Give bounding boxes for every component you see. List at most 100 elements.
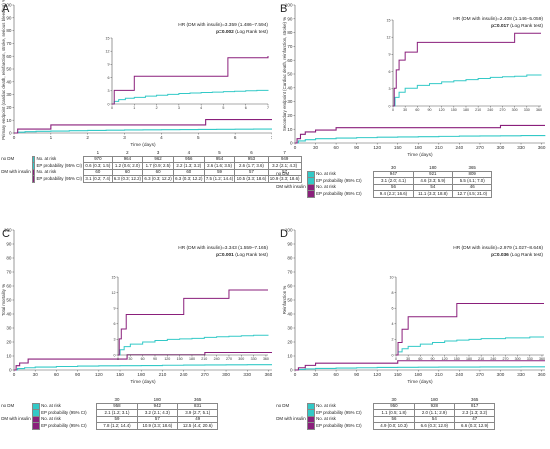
risk-table-group: no DM <box>1 403 15 409</box>
risk-table-time-header: 180 <box>429 164 437 170</box>
risk-table-color-swatch <box>306 422 315 430</box>
risk-table-cell: 950 <box>373 402 415 411</box>
risk-table-cell: 958 <box>96 402 138 411</box>
inset-y-tick-label: 4 <box>392 322 394 326</box>
main-x-tick-label: 180 <box>414 145 422 150</box>
risk-table-cell: 2.2 (1.3; 3.2) <box>172 162 205 170</box>
main-x-tick-label: 300 <box>222 372 230 377</box>
risk-table-group <box>275 410 307 417</box>
risk-table-measure: No. at risk <box>41 416 61 422</box>
p-value-text: p=0.001 (Log Rank test) <box>216 252 268 258</box>
risk-table-cell: 2.6 (1.6; 3.5) <box>203 162 236 170</box>
inset-x-tick-label: 7 <box>267 106 269 110</box>
risk-table-group: DM with insulin <box>276 416 306 422</box>
risk-table-measure: No. at risk <box>316 416 336 422</box>
risk-table-cell: 809 <box>452 170 493 179</box>
main-y-tick-label: 40 <box>287 312 293 317</box>
inset-x-tick-label: 240 <box>214 357 220 361</box>
main-x-tick-label: 300 <box>497 372 505 377</box>
inset-x-tick-label: 150 <box>451 108 457 112</box>
inset-y-tick-label: 15 <box>112 275 116 279</box>
main-x-tick-label: 60 <box>334 372 340 377</box>
risk-table-group <box>0 423 32 430</box>
inset-x-tick-label: 4 <box>200 106 202 110</box>
risk-table-cell: 10.5 (3.3; 18.6) <box>234 175 269 183</box>
main-y-tick-label: 60 <box>6 284 12 289</box>
risk-table-measure: EP probability (95% CI) <box>316 190 362 196</box>
risk-table-group: no DM <box>276 171 290 177</box>
y-axis-label: Total mortality % <box>1 284 6 316</box>
inset-series-dm-insulin <box>118 289 268 356</box>
risk-table-time-header: 7 <box>283 149 286 155</box>
risk-table-measure: EP probability (95% CI) <box>41 409 87 415</box>
main-x-tick-label: 0 <box>13 135 16 140</box>
risk-table-cell: 953 <box>234 155 269 164</box>
main-x-tick-label: 240 <box>456 372 464 377</box>
risk-table-time-header: 365 <box>471 396 479 402</box>
risk-table-measure: EP probability (95% CI) <box>316 422 362 428</box>
inset-x-tick-label: 30 <box>403 108 407 112</box>
main-x-tick-label: 210 <box>435 372 443 377</box>
risk-table-row: EP probability (95% CI) 0.6 (0.3; 1.5) 1.2… <box>0 162 302 170</box>
hazard-ratio-text: HR (DM with insulin)=3.343 (1.559–7.165) <box>178 245 268 251</box>
risk-table-measure: No. at risk <box>316 403 336 409</box>
risk-table-measure: No. at risk <box>316 171 336 177</box>
inset-x-tick-label: 240 <box>490 357 496 361</box>
inset-x-tick-label: 330 <box>527 357 533 361</box>
risk-table-cell: 956 <box>172 155 205 164</box>
risk-table-color-swatch <box>31 402 40 411</box>
main-x-tick-label: 120 <box>373 372 381 377</box>
main-x-tick-label: 360 <box>265 372 272 377</box>
main-series-dm-insulin <box>14 119 272 134</box>
main-axes: 0 30 60 90 120 150 180 210 240 270 300 330 360010203… <box>4 228 272 377</box>
main-y-tick-label: 70 <box>6 270 12 275</box>
risk-table-cell: 11.1 (3.3; 18.8) <box>412 190 454 198</box>
main-x-tick-label: 270 <box>476 145 484 150</box>
risk-table-row: EP probability (95% CI) 4.9 (0.0; 10.3) 6.… <box>275 422 496 430</box>
risk-table-row: DM with insulin No. at risk 59 57 49 <box>0 415 219 424</box>
risk-table-color-swatch <box>306 170 315 179</box>
inset-y-tick-label: 9 <box>108 63 110 67</box>
risk-table-cell: 60 <box>172 168 205 177</box>
main-y-tick-label: 90 <box>287 16 293 21</box>
main-x-tick-label: 300 <box>497 145 505 150</box>
risk-table-time-header: 365 <box>194 396 202 402</box>
risk-table-cell: 2.6 (1.7; 3.6) <box>234 162 269 170</box>
inset-x-tick-label: 150 <box>454 357 460 361</box>
main-y-tick-label: 90 <box>6 15 12 20</box>
inset-x-tick-label: 0 <box>111 106 113 110</box>
inset-series-dm-insulin <box>396 303 544 356</box>
inset-x-tick-label: 90 <box>430 357 434 361</box>
main-x-tick-label: 90 <box>75 372 81 377</box>
risk-table-cell: 6.3 (0.3; 12.2) <box>111 175 144 183</box>
inset-x-tick-label: 120 <box>164 357 170 361</box>
inset-x-tick-label: 0 <box>117 357 119 361</box>
main-x-tick-label: 360 <box>538 145 546 150</box>
inset-axes: 0 30 60 90 120 150 180 210 240 270 300 330 360 0 2 4 6 8 1… <box>390 275 545 361</box>
risk-table-row: DM with insulin No. at risk 60 60 60 60 59 57 57 <box>0 168 302 177</box>
risk-table-cell: 2.1 (1.2; 3.1) <box>96 409 138 417</box>
main-x-tick-label: 3 <box>123 135 126 140</box>
main-y-tick-label: 0 <box>290 141 293 146</box>
main-x-tick-label: 30 <box>313 145 319 150</box>
risk-table-measure: EP probability (95% CI) <box>36 175 83 181</box>
inset-y-tick-label: 3 <box>108 89 110 93</box>
main-y-tick-label: 20 <box>6 340 12 345</box>
risk-table-color-swatch <box>306 409 315 417</box>
main-x-tick-label: 60 <box>334 145 340 150</box>
main-series-no-dm <box>295 366 545 371</box>
inset-x-tick-label: 360 <box>263 357 269 361</box>
main-y-tick-label: 50 <box>6 67 12 72</box>
hazard-ratio-text: HR (DM with insulin)=2.408 (1.146–5.059) <box>453 16 543 22</box>
inset-x-tick-label: 330 <box>524 108 530 112</box>
inset-x-tick-label: 270 <box>502 357 508 361</box>
main-y-tick-label: 80 <box>6 28 12 33</box>
risk-table-group <box>275 178 307 185</box>
inset-y-tick-label: 2 <box>392 338 394 342</box>
inset-x-tick-label: 210 <box>201 357 207 361</box>
inset-x-tick-label: 180 <box>466 357 472 361</box>
main-series-dm-insulin <box>295 124 545 144</box>
inset-y-tick-label: 6 <box>389 70 391 74</box>
inset-x-tick-label: 300 <box>515 357 521 361</box>
